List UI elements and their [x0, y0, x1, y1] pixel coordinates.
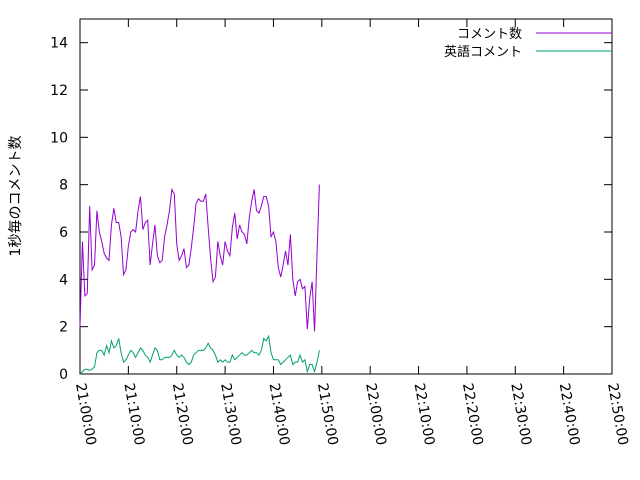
y-tick-label: 10 — [50, 130, 68, 146]
y-tick-label: 4 — [59, 272, 68, 288]
plot-frame — [79, 18, 613, 375]
series-lines — [79, 184, 320, 375]
legend-label-0: コメント数 — [457, 27, 522, 42]
y-axis-ticks: 0 2 4 6 8 10 12 14 — [50, 36, 612, 383]
x-tick-label: 21:10:00 — [120, 382, 147, 447]
x-tick-label: 21:20:00 — [169, 382, 196, 447]
x-tick-label: 22:50:00 — [604, 382, 631, 447]
x-tick-label: 22:10:00 — [411, 382, 438, 447]
y-tick-label: 8 — [59, 178, 68, 194]
y-tick-label: 6 — [59, 225, 68, 241]
x-tick-label: 22:00:00 — [362, 382, 389, 447]
x-tick-label: 21:40:00 — [266, 382, 293, 447]
x-tick-label: 21:00:00 — [72, 382, 99, 447]
x-tick-label: 22:30:00 — [507, 382, 534, 447]
y-axis-label: 1秒毎のコメント数 — [8, 136, 24, 257]
x-tick-label: 21:30:00 — [217, 382, 244, 447]
x-tick-label: 22:40:00 — [556, 382, 583, 447]
x-tick-label: 21:50:00 — [314, 382, 341, 447]
y-tick-label: 2 — [59, 320, 68, 336]
legend-label-1: 英語コメント — [444, 44, 522, 60]
series-line-0 — [79, 184, 320, 332]
y-tick-label: 0 — [59, 367, 68, 383]
series-line-1 — [79, 334, 320, 375]
y-tick-label: 14 — [50, 36, 68, 52]
x-tick-label: 22:20:00 — [459, 382, 486, 447]
y-tick-label: 12 — [50, 83, 68, 99]
